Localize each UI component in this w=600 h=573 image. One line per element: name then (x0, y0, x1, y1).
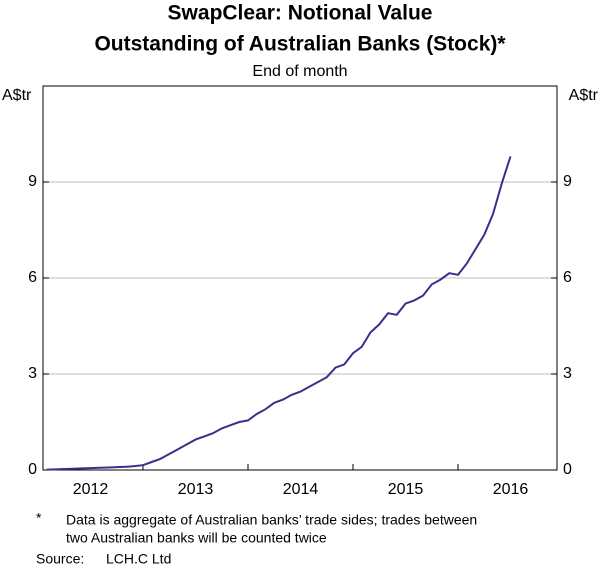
source-label: Source: (36, 551, 84, 567)
y-tick-label: 9 (28, 173, 37, 190)
y-tick-label: 6 (28, 269, 37, 286)
y-axis-label: A$tr (2, 87, 32, 104)
x-tick-label: 2012 (73, 481, 109, 498)
y2-axis-label: A$tr (569, 87, 599, 104)
y2-tick-label: 6 (563, 269, 572, 286)
x-tick-label: 2014 (283, 481, 319, 498)
footnote-marker: * (36, 510, 42, 526)
source: LCH.C Ltd (106, 551, 171, 567)
y-tick-label: 3 (28, 365, 37, 382)
footnote: Data is aggregate of Australian banks’ t… (66, 512, 477, 528)
y2-tick-label: 9 (563, 173, 572, 190)
chart-title: SwapClear: Notional Value (168, 2, 433, 25)
y2-tick-label: 3 (563, 365, 572, 382)
chart-title: Outstanding of Australian Banks (Stock)* (94, 33, 506, 56)
chart-subtitle: End of month (252, 63, 347, 80)
y-tick-label: 0 (28, 461, 37, 478)
x-tick-label: 2016 (493, 481, 529, 498)
line-series (46, 156, 512, 471)
footnote: two Australian banks will be counted twi… (66, 530, 327, 546)
x-tick-label: 2015 (388, 481, 424, 498)
y2-tick-label: 0 (563, 461, 572, 478)
x-tick-label: 2013 (178, 481, 214, 498)
plot-frame (42, 85, 558, 471)
